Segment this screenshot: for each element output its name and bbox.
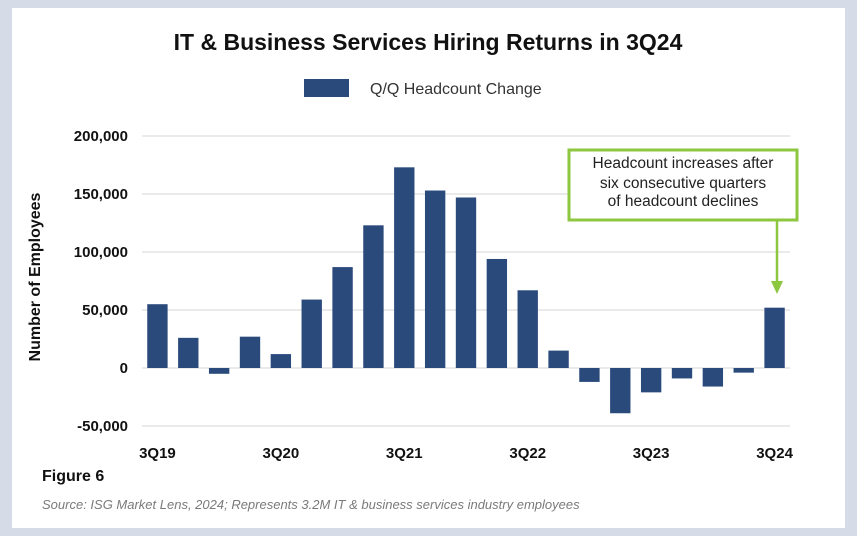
bar-1Q22 xyxy=(455,197,477,368)
x-tick-label: 3Q19 xyxy=(139,445,176,462)
y-tick-label: 150,000 xyxy=(74,186,128,203)
bar-3Q21 xyxy=(394,167,415,368)
bar-4Q21 xyxy=(424,190,446,368)
bar-3Q22 xyxy=(517,290,538,368)
source-note: Source: ISG Market Lens, 2024; Represent… xyxy=(42,497,580,512)
bar-1Q23 xyxy=(579,368,600,382)
bar-4Q23 xyxy=(671,368,693,379)
x-tick-label: 3Q20 xyxy=(263,445,300,462)
annotation: Headcount increases after six consecutiv… xyxy=(567,148,799,294)
bar-2Q23 xyxy=(610,368,631,414)
y-tick-label: -50,000 xyxy=(77,418,128,435)
bar-3Q19 xyxy=(147,304,168,368)
bar-2Q21 xyxy=(363,225,384,368)
bar-4Q19 xyxy=(178,337,199,368)
figure-label: Figure 6 xyxy=(42,468,104,485)
bar-4Q20 xyxy=(301,299,322,368)
bar-3Q23 xyxy=(640,368,662,393)
annotation-box xyxy=(567,148,799,222)
bar-1Q21 xyxy=(332,267,353,368)
bar-2Q24 xyxy=(733,368,754,373)
bar-1Q20 xyxy=(208,368,230,374)
bar-3Q24 xyxy=(764,307,785,368)
x-tick-label: 3Q24 xyxy=(756,445,793,462)
annotation-line-2: six consecutive quarters xyxy=(600,175,767,192)
legend-label: Q/Q Headcount Change xyxy=(370,81,542,98)
chart-title: IT & Business Services Hiring Returns in… xyxy=(174,29,683,55)
x-tick-label: 3Q21 xyxy=(386,445,423,462)
bar-3Q20 xyxy=(270,354,292,368)
annotation-arrow-head xyxy=(771,281,783,294)
x-tick-label: 3Q23 xyxy=(633,445,670,462)
x-tick-label: 3Q22 xyxy=(509,445,546,462)
y-axis-label: Number of Employees xyxy=(27,192,44,361)
bar-2Q20 xyxy=(239,336,261,368)
y-tick-label: 0 xyxy=(120,360,128,377)
y-tick-label: 200,000 xyxy=(74,128,128,145)
y-tick-label: 50,000 xyxy=(82,302,128,319)
bar-2Q22 xyxy=(486,258,508,368)
legend-swatch xyxy=(304,79,349,97)
annotation-line-3: of headcount declines xyxy=(608,193,759,210)
annotation-line-1: Headcount increases after xyxy=(593,155,774,172)
bar-4Q22 xyxy=(548,350,569,368)
legend: Q/Q Headcount Change xyxy=(304,79,542,98)
y-tick-label: 100,000 xyxy=(74,244,128,261)
bar-1Q24 xyxy=(702,368,724,387)
